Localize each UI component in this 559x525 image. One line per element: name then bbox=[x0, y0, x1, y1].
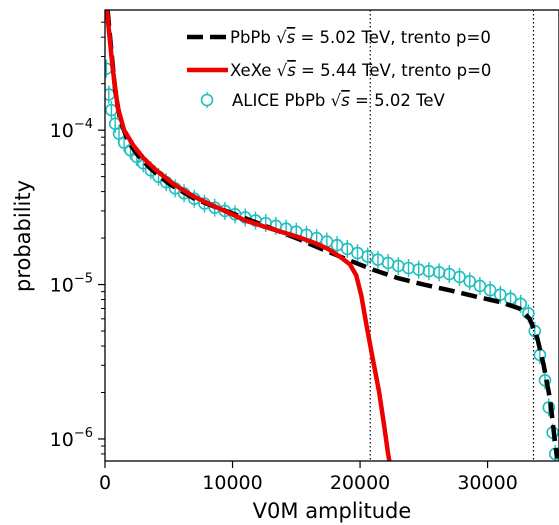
legend-label: PbPb √s = 5.02 TeV, trento p=0 bbox=[230, 28, 491, 47]
axes: 0 10000 20000 30000 10−6 10−5 10−4 bbox=[50, 9, 559, 494]
legend-entry: XeXe √s = 5.44 TeV, trento p=0 bbox=[187, 61, 491, 80]
x-tick-label: 10000 bbox=[202, 472, 262, 494]
legend-label: ALICE PbPb √s = 5.02 TeV bbox=[232, 91, 445, 110]
data-point bbox=[453, 270, 466, 284]
data-point bbox=[538, 373, 552, 387]
y-tick-label: 10−4 bbox=[50, 117, 93, 142]
reference-lines bbox=[369, 10, 535, 461]
y-tick-label: 10−5 bbox=[50, 272, 93, 297]
data-point bbox=[483, 283, 497, 297]
legend-swatch-marker bbox=[200, 93, 214, 107]
data-point bbox=[542, 401, 556, 414]
plot-frame bbox=[104, 9, 559, 462]
x-tick-label: 20000 bbox=[330, 472, 390, 494]
legend: PbPb √s = 5.02 TeV, trento p=0 XeXe √s = … bbox=[187, 28, 491, 110]
y-tick-label: 10−6 bbox=[50, 426, 93, 451]
x-tick-label: 30000 bbox=[457, 472, 517, 494]
legend-entry: PbPb √s = 5.02 TeV, trento p=0 bbox=[187, 28, 491, 47]
data-point bbox=[463, 274, 477, 288]
y-axis-label: probability bbox=[11, 180, 35, 292]
legend-label: XeXe √s = 5.44 TeV, trento p=0 bbox=[230, 61, 491, 80]
series-xexe-line bbox=[105, 10, 392, 461]
x-tick-label: 0 bbox=[99, 472, 111, 494]
x-axis-label: V0M amplitude bbox=[253, 499, 412, 523]
legend-entry: ALICE PbPb √s = 5.02 TeV bbox=[200, 91, 445, 110]
series-layer bbox=[105, 10, 559, 461]
plot-background bbox=[105, 10, 559, 461]
data-point bbox=[473, 279, 487, 293]
